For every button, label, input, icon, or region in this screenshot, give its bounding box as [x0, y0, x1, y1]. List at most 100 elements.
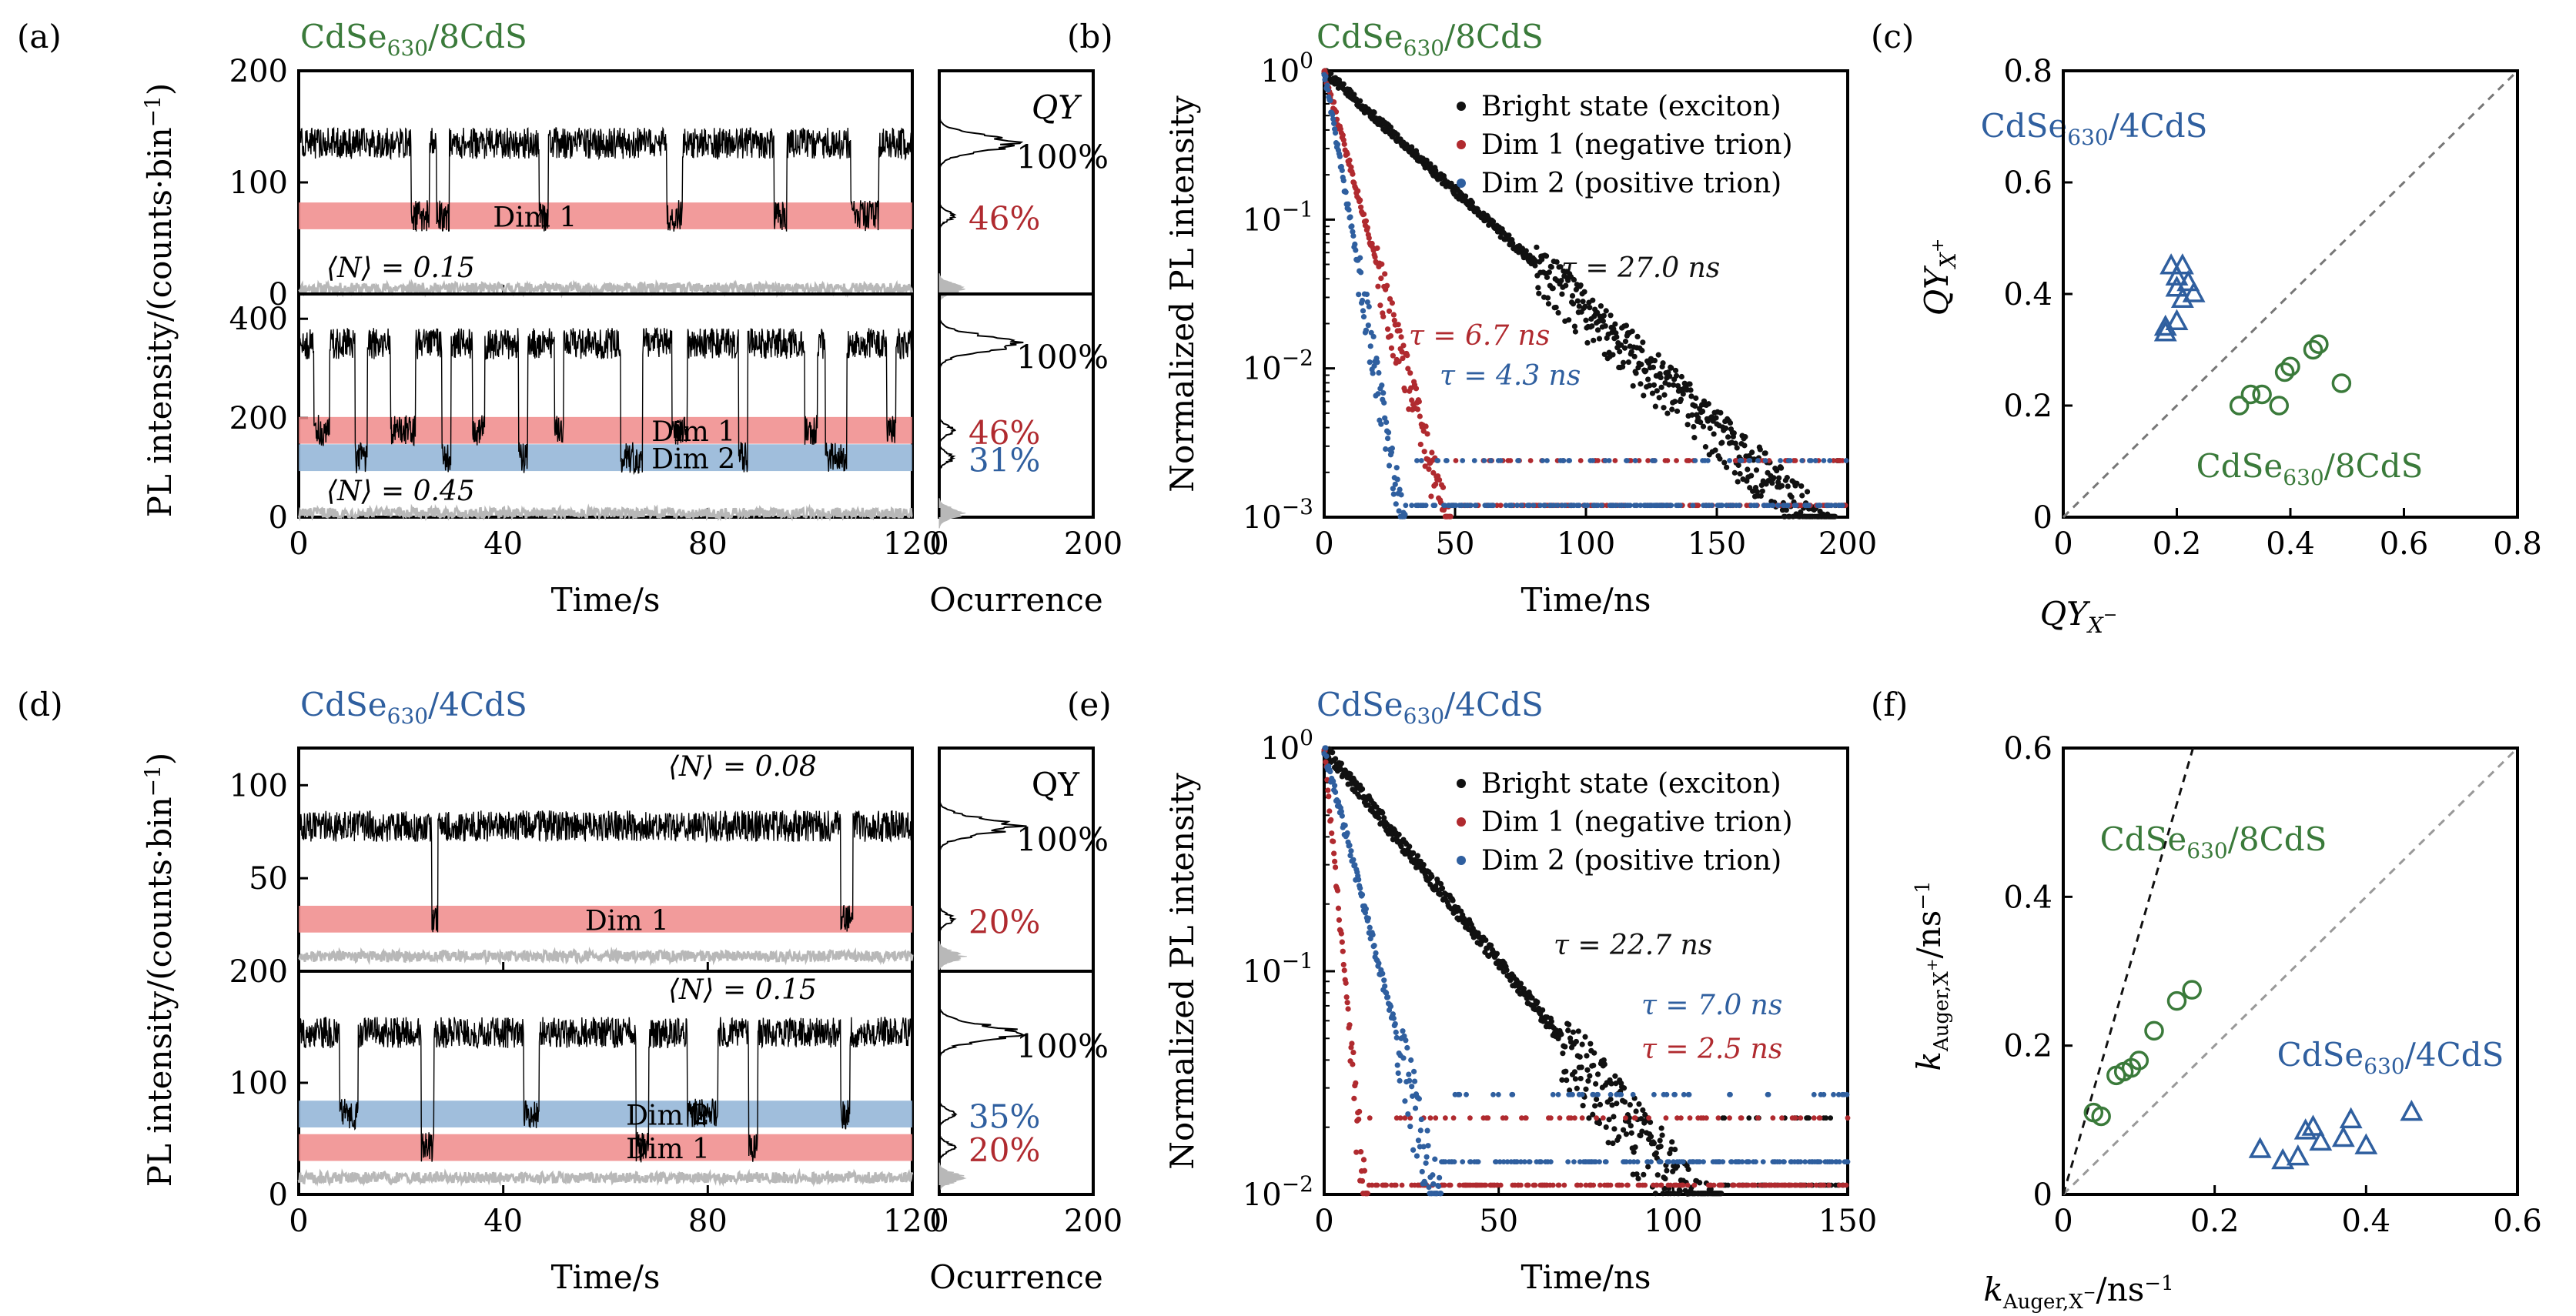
qy-dim-value: 20% — [969, 1131, 1040, 1169]
decay-point — [1347, 771, 1353, 777]
decay-point — [1353, 1149, 1360, 1155]
decay-point — [1488, 942, 1494, 948]
decay-point — [1591, 1050, 1597, 1056]
decay-point — [1381, 399, 1387, 406]
decay-point — [1416, 399, 1422, 405]
legend-label-red: Dim 1 (negative trion) — [1481, 129, 1793, 161]
scatter-point-triangle — [2153, 320, 2177, 342]
decay-point — [1436, 1183, 1442, 1190]
decay-point — [1691, 435, 1698, 441]
background-trace — [298, 278, 914, 299]
decay-point — [1843, 458, 1849, 463]
decay-point — [1548, 264, 1554, 270]
decay-point — [1593, 1159, 1599, 1165]
decay-point — [1358, 269, 1364, 276]
histogram-xtick-label: 200 — [1064, 526, 1122, 562]
decay-point — [1579, 1091, 1585, 1097]
decay-point — [1757, 446, 1763, 453]
decay-point — [1421, 449, 1427, 455]
decay-point — [1346, 206, 1352, 213]
decay-point — [1584, 503, 1591, 509]
decay-point — [1601, 1057, 1607, 1064]
histogram-xtick-label: 200 — [1064, 1204, 1122, 1239]
decay-point — [1367, 1115, 1373, 1121]
decay-point — [1382, 415, 1388, 421]
decay-point — [1691, 423, 1697, 430]
decay-point — [1603, 1124, 1609, 1131]
decay-point — [1629, 328, 1635, 335]
decay-point — [1591, 337, 1597, 343]
decay-point — [1724, 464, 1730, 470]
panel-f-xlabel: kAuger,X−/ns−1 — [1983, 1271, 2173, 1314]
decay-point — [1727, 458, 1732, 463]
decay-point — [1754, 503, 1759, 509]
decay-point — [1597, 303, 1604, 309]
legend-label-blue: Dim 2 (positive trion) — [1481, 845, 1781, 877]
tau-label-black: τ = 22.7 ns — [1554, 930, 1712, 961]
decay-point — [1391, 317, 1397, 323]
decay-point — [1450, 1115, 1457, 1121]
decay-point — [1621, 1085, 1628, 1091]
decay-point — [1686, 1091, 1692, 1097]
decay-point — [1562, 503, 1568, 509]
decay-point — [1708, 503, 1715, 509]
decay-point — [1580, 299, 1586, 305]
decay-point — [1781, 1159, 1787, 1165]
decay-point — [1532, 262, 1538, 269]
decay-point — [1785, 483, 1791, 489]
decay-point — [1654, 388, 1660, 394]
trace-a1-ytick-label: 0 — [269, 500, 288, 536]
decay-point — [1523, 248, 1529, 254]
decay-point — [1621, 1099, 1628, 1105]
decay-point — [1613, 1081, 1619, 1087]
scatter-c-ytick-label: 0.4 — [2003, 277, 2052, 312]
scatter-point-circle — [2331, 373, 2352, 393]
decay-point — [1409, 1084, 1415, 1090]
decay-point — [1792, 1115, 1798, 1121]
decay-point — [1778, 458, 1783, 463]
decay-point — [1651, 1141, 1657, 1147]
scatter-point-triangle — [2301, 1114, 2325, 1136]
decay-point — [1336, 917, 1343, 924]
decay-point — [1390, 486, 1396, 492]
decay-point — [1359, 1177, 1366, 1184]
decay-point — [1359, 891, 1366, 898]
decay-point — [1350, 1061, 1356, 1067]
decay-point — [1577, 1075, 1584, 1082]
decay-point — [1374, 359, 1380, 366]
decay-point — [1680, 391, 1686, 397]
decay-point — [1485, 1115, 1491, 1121]
decay-point — [1348, 164, 1354, 170]
scatter-c-xtick-label: 0.2 — [2153, 526, 2202, 562]
decay-point — [1345, 1006, 1351, 1012]
decay-xtick-label: 0 — [1314, 1204, 1333, 1239]
decay-point — [1689, 412, 1695, 418]
decay-point — [1337, 766, 1343, 773]
decay-point — [1384, 435, 1391, 442]
decay-point — [1390, 1015, 1397, 1021]
tau-label-black: τ = 27.0 ns — [1561, 252, 1720, 284]
decay-point — [1630, 1091, 1636, 1097]
decay-point — [1590, 297, 1596, 303]
decay-point — [1728, 1091, 1733, 1097]
decay-point — [1330, 750, 1336, 756]
decay-point — [1433, 481, 1439, 487]
decay-point — [1347, 157, 1353, 163]
decay-point — [1402, 1115, 1408, 1121]
scatter-point-triangle — [2271, 1147, 2295, 1170]
decay-point — [1407, 370, 1413, 376]
decay-point — [1701, 1159, 1706, 1165]
decay-point — [1359, 297, 1366, 304]
intensity-trace — [298, 126, 913, 232]
decay-point — [1509, 503, 1515, 509]
decay-point — [1473, 503, 1479, 509]
decay-point — [1607, 1096, 1614, 1102]
decay-point — [1409, 397, 1415, 403]
decay-point — [1350, 171, 1356, 177]
decay-point — [1788, 494, 1795, 500]
decay-point — [1610, 352, 1616, 358]
decay-point — [1419, 1168, 1425, 1175]
decay-point — [1634, 333, 1641, 339]
decay-point — [1647, 1119, 1654, 1125]
decay-point — [1721, 459, 1728, 466]
